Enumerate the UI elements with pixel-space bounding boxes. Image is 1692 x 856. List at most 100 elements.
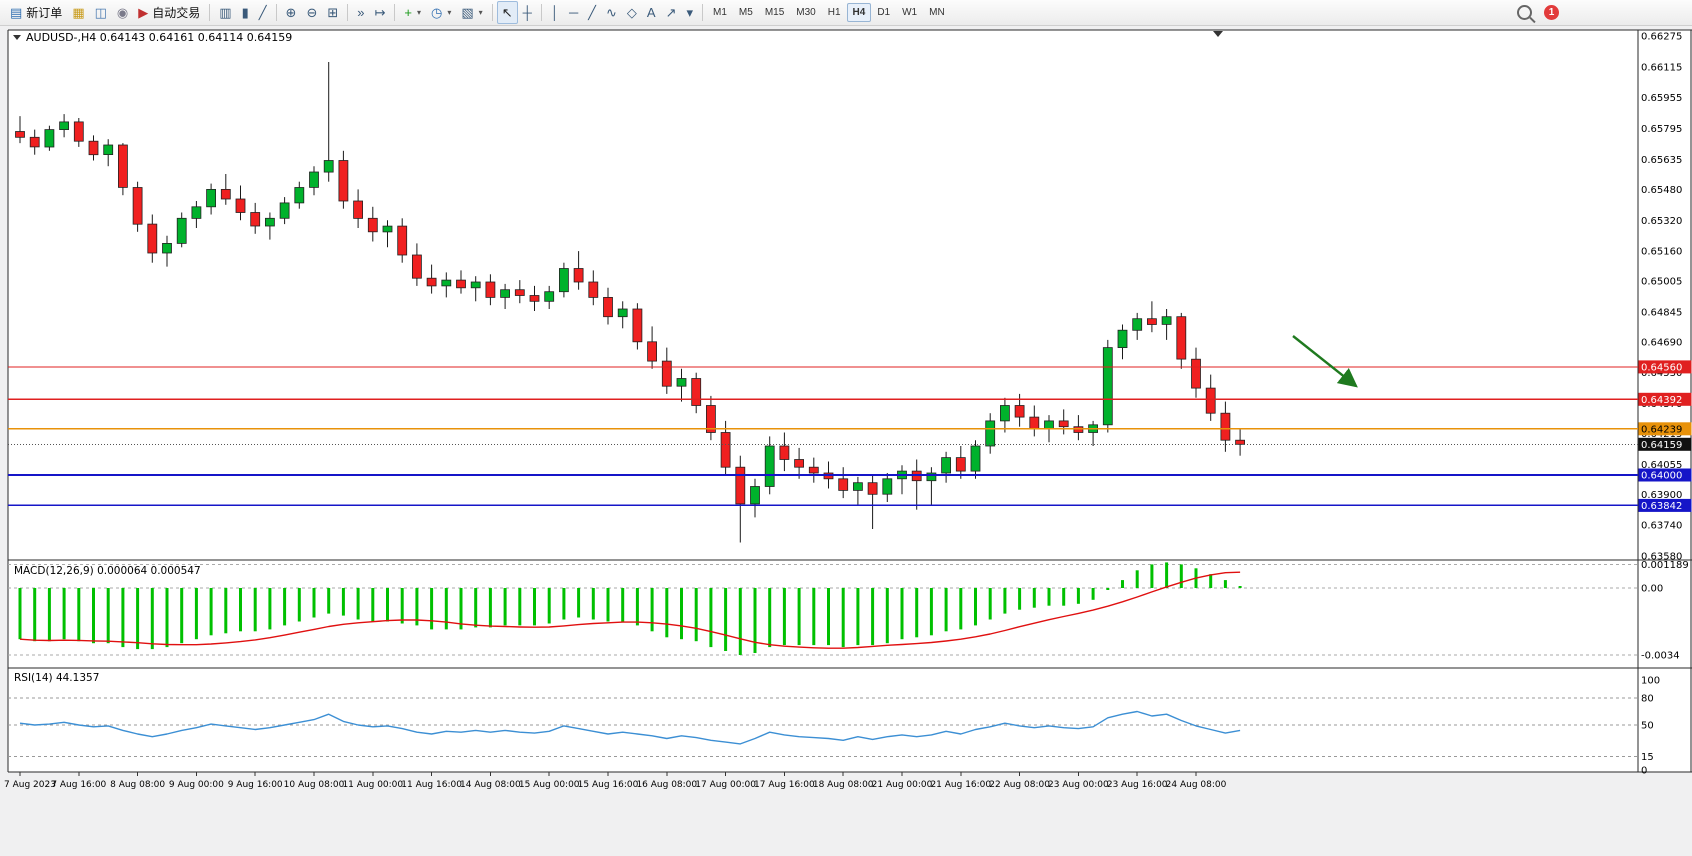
toolbar-right: 1 xyxy=(1517,5,1559,20)
auto-scroll-button[interactable]: » xyxy=(352,1,369,24)
shapes-button[interactable]: ◇ xyxy=(622,1,642,24)
svg-text:15 Aug 16:00: 15 Aug 16:00 xyxy=(578,780,639,790)
svg-text:0.64239: 0.64239 xyxy=(1641,424,1682,435)
svg-text:50: 50 xyxy=(1641,721,1654,732)
toolbar-button-groups: ▤ 新订单 ▦ ◫ ◉ ▶ 自动交易 ▥ ▮ ╱ ⊕ ⊖ ⊞» ↦ + ▾ ◷ ▾ ▧ ▾ ↖ ┼ │ ─ ╱ ∿ ◇ A ↗ ▾ M1 M5… xyxy=(5,1,951,24)
periods-button[interactable]: ◷ ▾ xyxy=(426,1,456,24)
market-watch-button[interactable]: ▦ xyxy=(67,1,89,24)
horizontal-line-icon: ─ xyxy=(568,5,579,20)
zoom-out-button[interactable]: ⊖ xyxy=(301,1,322,24)
zoom-in-button[interactable]: ⊕ xyxy=(281,1,302,24)
timeframe-d1[interactable]: D1 xyxy=(877,7,891,18)
svg-text:16 Aug 08:00: 16 Aug 08:00 xyxy=(636,780,697,790)
periods-icon: ◷ xyxy=(431,5,443,20)
svg-text:0.64000: 0.64000 xyxy=(1641,471,1682,482)
svg-text:11 Aug 16:00: 11 Aug 16:00 xyxy=(401,780,462,790)
templates-button[interactable]: ▧ ▾ xyxy=(456,1,487,24)
crosshair-icon: ┼ xyxy=(522,5,532,20)
tile-windows-button[interactable]: ⊞ xyxy=(322,1,343,24)
svg-text:0.65160: 0.65160 xyxy=(1641,247,1682,258)
toolbar-separator xyxy=(209,4,211,21)
fibonacci-button[interactable]: ∿ xyxy=(601,1,622,24)
new-order-icon: ▤ xyxy=(10,5,23,20)
auto-trading-icon: ▶ xyxy=(138,5,149,20)
one-click-trading-toggle[interactable] xyxy=(13,35,21,40)
trendline-icon: ╱ xyxy=(588,5,596,20)
timeframe-mn[interactable]: MN xyxy=(929,7,945,18)
zoom-in-icon: ⊕ xyxy=(285,5,297,20)
svg-text:11 Aug 00:00: 11 Aug 00:00 xyxy=(342,780,403,790)
candlestick-chart-icon: ▮ xyxy=(241,5,249,20)
svg-text:0.64530: 0.64530 xyxy=(1641,368,1682,379)
navigator-button[interactable]: ◉ xyxy=(112,1,133,24)
new-order-button[interactable]: ▤ 新订单 xyxy=(5,1,67,24)
crosshair-button[interactable]: ┼ xyxy=(518,1,537,24)
timeframe-h1[interactable]: H1 xyxy=(827,7,841,18)
more-tools-button[interactable]: ▾ xyxy=(681,1,698,24)
horizontal-line-button[interactable]: ─ xyxy=(564,1,583,24)
auto-trading-button[interactable]: ▶ 自动交易 xyxy=(133,1,205,24)
svg-text:21 Aug 16:00: 21 Aug 16:00 xyxy=(930,780,991,790)
cursor-icon: ↖ xyxy=(501,5,513,20)
bar-chart-icon: ▥ xyxy=(219,5,232,20)
dropdown-caret-icon: ▾ xyxy=(478,8,483,17)
svg-text:0.64159: 0.64159 xyxy=(1641,440,1682,451)
text-button[interactable]: A xyxy=(642,1,661,24)
trendline-button[interactable]: ╱ xyxy=(583,1,601,24)
line-chart-button[interactable]: ╱ xyxy=(254,1,272,24)
svg-text:22 Aug 08:00: 22 Aug 08:00 xyxy=(989,780,1050,790)
search-icon[interactable] xyxy=(1517,5,1532,20)
svg-text:23 Aug 00:00: 23 Aug 00:00 xyxy=(1048,780,1109,790)
hline-0.63842[interactable]: 0.63842 xyxy=(8,498,1692,512)
hline-0.64560[interactable]: 0.64560 xyxy=(8,360,1692,374)
timeframe-m15[interactable]: M15 xyxy=(764,7,785,18)
svg-text:0.64055: 0.64055 xyxy=(1641,460,1682,471)
svg-text:15 Aug 00:00: 15 Aug 00:00 xyxy=(519,780,580,790)
svg-text:21 Aug 00:00: 21 Aug 00:00 xyxy=(872,780,933,790)
svg-text:0.66115: 0.66115 xyxy=(1641,62,1682,73)
timeframe-m30[interactable]: M30 xyxy=(796,7,816,18)
svg-text:0.65955: 0.65955 xyxy=(1641,93,1682,104)
svg-text:0.65635: 0.65635 xyxy=(1641,155,1682,166)
toolbar-separator xyxy=(394,4,396,21)
vertical-line-button[interactable]: │ xyxy=(546,1,564,24)
svg-text:0.63842: 0.63842 xyxy=(1641,501,1682,512)
chart-shift-marker[interactable] xyxy=(1213,31,1223,37)
hline-0.64392[interactable]: 0.64392 xyxy=(8,392,1692,406)
svg-text:0.63740: 0.63740 xyxy=(1641,521,1682,532)
cursor-button[interactable]: ↖ xyxy=(496,1,518,24)
notification-badge[interactable]: 1 xyxy=(1544,5,1559,20)
indicators-button[interactable]: + ▾ xyxy=(399,1,426,24)
rsi-line xyxy=(19,710,1241,745)
templates-icon: ▧ xyxy=(461,5,474,20)
svg-text:18 Aug 08:00: 18 Aug 08:00 xyxy=(813,780,874,790)
candles xyxy=(15,62,1245,543)
toolbar: ▤ 新订单 ▦ ◫ ◉ ▶ 自动交易 ▥ ▮ ╱ ⊕ ⊖ ⊞» ↦ + ▾ ◷ ▾ ▧ ▾ ↖ ┼ │ ─ ╱ ∿ ◇ A ↗ ▾ M1 M5… xyxy=(0,0,1692,26)
svg-text:0.65795: 0.65795 xyxy=(1641,124,1682,135)
svg-text:100: 100 xyxy=(1641,676,1660,687)
timeframe-h4[interactable]: H4 xyxy=(846,3,872,22)
chart-shift-button[interactable]: ↦ xyxy=(370,1,391,24)
text-icon: A xyxy=(646,5,656,20)
svg-text:23 Aug 16:00: 23 Aug 16:00 xyxy=(1107,780,1168,790)
dropdown-caret-icon: ▾ xyxy=(417,8,422,17)
bar-chart-button[interactable]: ▥ xyxy=(214,1,236,24)
arrow-tool-button[interactable]: ↗ xyxy=(661,1,682,24)
timeframe-w1[interactable]: W1 xyxy=(902,7,918,18)
fibonacci-icon: ∿ xyxy=(605,5,617,20)
candlestick-chart-button[interactable]: ▮ xyxy=(237,1,254,24)
hline-0.64239[interactable]: 0.64239 xyxy=(8,422,1692,436)
timeframe-m5[interactable]: M5 xyxy=(738,7,753,18)
more-tools-icon: ▾ xyxy=(686,5,693,20)
data-window-icon: ◫ xyxy=(94,5,107,20)
timeframe-m1[interactable]: M1 xyxy=(713,7,727,18)
new-order-button-label: 新订单 xyxy=(26,6,63,20)
arrow-annotation[interactable] xyxy=(1292,335,1358,388)
data-window-button[interactable]: ◫ xyxy=(90,1,112,24)
svg-text:17 Aug 00:00: 17 Aug 00:00 xyxy=(695,780,756,790)
vertical-line-icon: │ xyxy=(550,5,559,20)
svg-text:0: 0 xyxy=(1641,766,1647,777)
hline-0.64000[interactable]: 0.64000 xyxy=(8,468,1692,482)
